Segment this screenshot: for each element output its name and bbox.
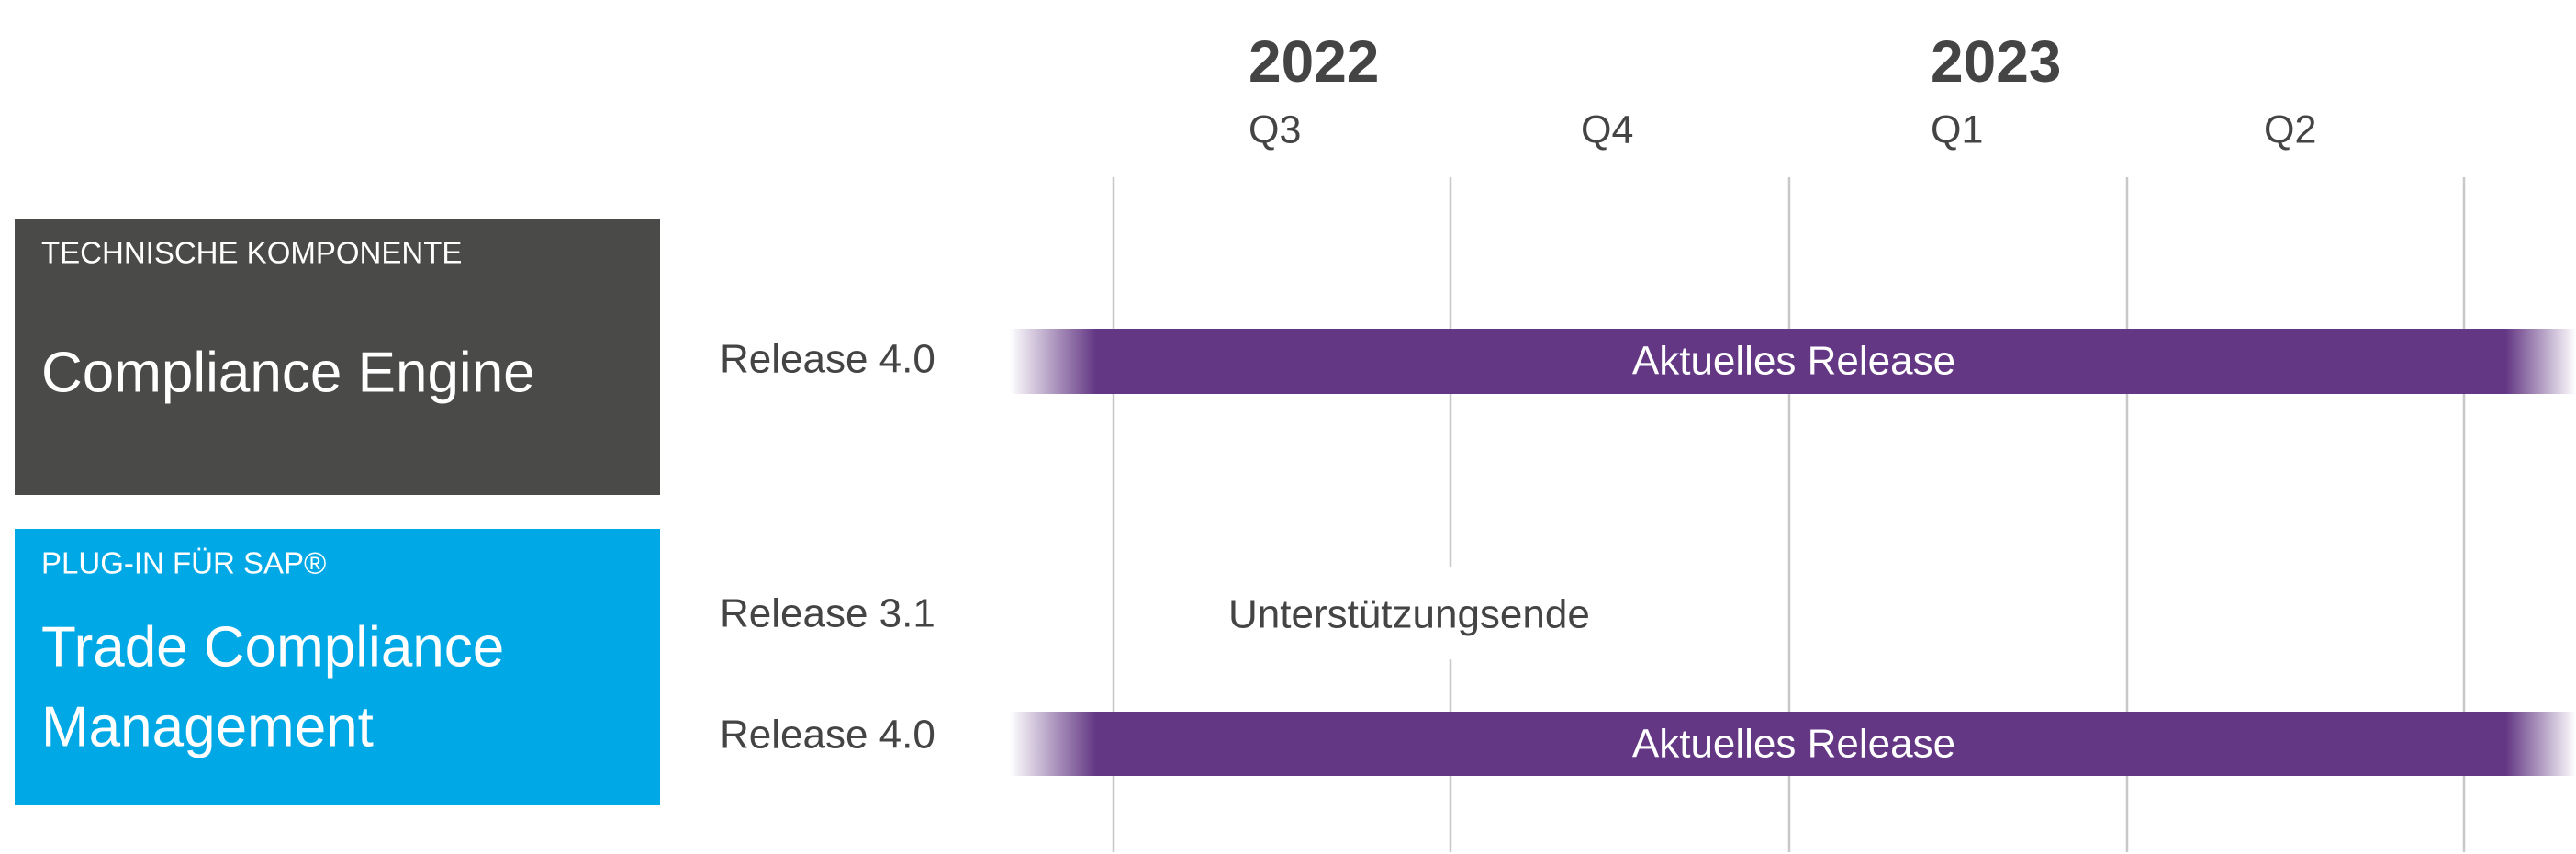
quarter-label: Q2 [2264,107,2316,152]
quarter-label: Q1 [1931,107,1983,152]
release-label: Release 4.0 [720,713,935,758]
release-label: Release 4.0 [720,337,935,382]
component-box [15,529,660,805]
component-name: Trade Compliance [41,615,504,679]
quarter-label: Q4 [1581,107,1633,152]
release-status: Aktuelles Release [1632,339,1955,384]
label-backdrop [1221,567,1645,659]
component-category: TECHNISCHE KOMPONENTE [41,236,462,270]
release-status: Aktuelles Release [1632,722,1955,767]
year-label: 2023 [1931,28,2061,95]
component-name: Compliance Engine [41,341,535,404]
release-status: Unterstützungsende [1228,592,1590,637]
release-bar [1010,712,2576,776]
component-category: PLUG-IN FÜR SAP® [41,546,326,580]
year-label: 2022 [1249,28,1379,95]
component-box [15,219,660,495]
component-name: Management [41,695,374,758]
release-label: Release 3.1 [720,591,935,636]
release-bar [1010,329,2576,394]
quarter-label: Q3 [1249,107,1301,152]
